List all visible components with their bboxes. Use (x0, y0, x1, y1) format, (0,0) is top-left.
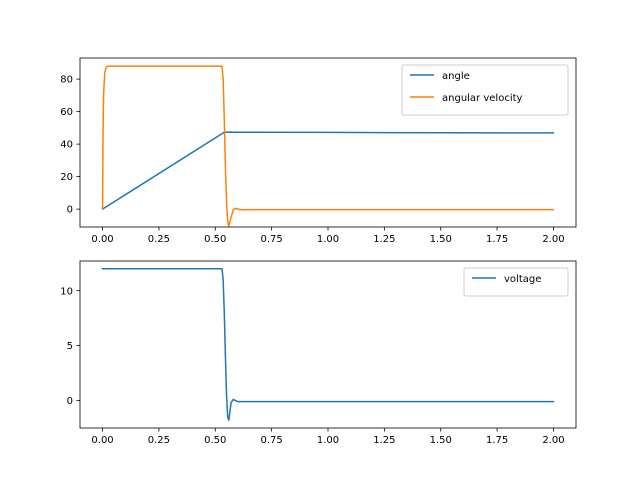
bottom-plot-y-tick-label: 5 (67, 341, 73, 352)
bottom-plot-y-tick-label: 10 (60, 286, 73, 297)
bottom-plot: 0.00 0.25 0.50 0.75 1.00 1.25 1.50 1.75 2.00 0 5 10… (60, 260, 577, 446)
top-plot-x-tick-label: 0.75 (261, 234, 283, 245)
bottom-plot-x-tick-label: 0.25 (148, 435, 170, 446)
top-plot-legend-box (401, 64, 569, 116)
bottom-plot-legend-box (463, 267, 569, 297)
top-plot-x-tick-label: 1.25 (373, 234, 395, 245)
top-plot-series-1-line (101, 65, 555, 227)
top-plot-x-tick-label: 0.50 (204, 234, 226, 245)
bottom-plot-series-0-line (101, 267, 555, 422)
bottom-plot-legend-label-0: voltage (504, 274, 541, 285)
top-plot-x-tick-label: 1.50 (430, 234, 452, 245)
top-plot-x-tick-label: 1.00 (317, 234, 339, 245)
bottom-plot-legend: voltage (463, 267, 569, 297)
top-plot-series-0-line (101, 131, 555, 211)
bottom-plot-x-tick-label: 0.75 (261, 435, 283, 446)
bottom-plot-x-tick-label: 1.50 (430, 435, 452, 446)
top-plot-legend-label-1: angular velocity (442, 93, 523, 104)
top-plot-y-tick-label: 0 (67, 205, 73, 216)
bottom-plot-x-tick-label: 1.75 (486, 435, 508, 446)
top-plot-y-tick-label: 80 (60, 75, 73, 86)
bottom-plot-x-tick-label: 1.00 (317, 435, 339, 446)
bottom-plot-y-tick-label: 0 (67, 396, 73, 407)
top-plot: 0.00 0.25 0.50 0.75 1.00 1.25 1.50 1.75 2.00 0 20 4… (60, 57, 577, 245)
bottom-plot-x-tick-label: 0.00 (91, 435, 113, 446)
top-plot-x-tick-label: 0.00 (91, 234, 113, 245)
top-plot-y-tick-label: 60 (60, 107, 73, 118)
top-plot-x-tick-label: 2.00 (542, 234, 564, 245)
top-plot-legend-label-0: angle (442, 71, 470, 82)
bottom-plot-x-tick-label: 0.50 (204, 435, 226, 446)
top-plot-legend: angle angular velocity (401, 64, 569, 116)
top-plot-x-tick-label: 0.25 (148, 234, 170, 245)
bottom-plot-x-tick-label: 1.25 (373, 435, 395, 446)
top-plot-x-tick-label: 1.75 (486, 234, 508, 245)
top-plot-y-tick-label: 40 (60, 140, 73, 151)
top-plot-y-tick-label: 20 (60, 172, 73, 183)
bottom-plot-x-tick-label: 2.00 (542, 435, 564, 446)
